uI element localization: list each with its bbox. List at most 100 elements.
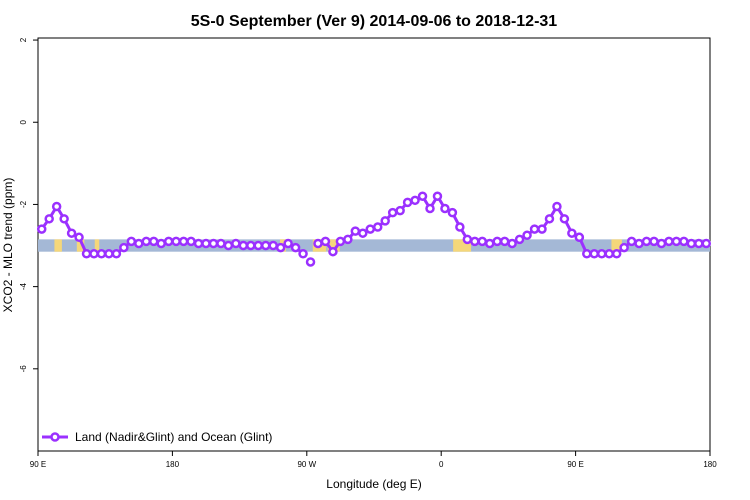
data-point: [425, 203, 435, 214]
land-band-segment: [611, 239, 622, 252]
x-tick-label: 180: [166, 460, 180, 469]
data-point: [343, 234, 353, 245]
data-point: [582, 248, 592, 259]
data-point: [604, 248, 614, 259]
data-point: [231, 238, 241, 249]
data-point: [74, 232, 84, 243]
y-axis: 2 0 -2 -4 -6: [19, 37, 38, 372]
land-band-segment: [327, 239, 340, 252]
data-point: [81, 248, 92, 259]
data-point: [679, 236, 689, 247]
data-point: [380, 216, 390, 226]
land-band-segment: [76, 239, 85, 252]
data-point: [126, 236, 137, 247]
data-point: [268, 240, 278, 251]
data-point: [567, 228, 577, 238]
data-point: [313, 238, 323, 249]
legend-marker: [50, 432, 60, 442]
data-point: [66, 228, 77, 238]
data-point: [365, 224, 376, 234]
data-point: [96, 248, 107, 259]
data-point: [664, 236, 674, 247]
data-point: [328, 246, 338, 257]
data-point: [694, 238, 704, 249]
data-point: [372, 222, 383, 232]
data-point: [574, 232, 585, 243]
data-point: [51, 201, 62, 212]
x-tick-label: 90 E: [30, 460, 46, 469]
data-point: [246, 240, 256, 251]
data-point: [410, 195, 420, 206]
data-point: [596, 248, 607, 259]
data-point: [156, 238, 166, 249]
data-point: [283, 238, 293, 249]
data-point: [298, 248, 308, 259]
data-point: [492, 236, 502, 247]
legend: Land (Nadir&Glint) and Ocean (Glint): [42, 430, 272, 444]
data-point: [253, 240, 264, 251]
data-point: [275, 242, 286, 253]
data-point: [671, 236, 682, 247]
data-point: [462, 234, 473, 245]
data-point: [119, 242, 129, 253]
data-point: [223, 240, 234, 251]
data-point: [432, 191, 443, 201]
data-point: [335, 236, 346, 247]
data-point: [484, 238, 495, 249]
x-tick-label: 90 W: [297, 460, 316, 469]
data-point: [619, 242, 629, 253]
data-point: [358, 228, 368, 238]
data-point: [141, 236, 152, 247]
data-point: [216, 238, 226, 249]
legend-label: Land (Nadir&Glint) and Ocean (Glint): [75, 430, 272, 444]
data-point: [36, 224, 47, 234]
data-point: [455, 222, 465, 232]
data-point: [522, 230, 532, 241]
data-point: [499, 236, 510, 247]
data-point: [417, 191, 428, 201]
data-point: [178, 236, 189, 247]
data-point: [395, 205, 405, 216]
data-point: [477, 236, 488, 247]
data-point: [470, 236, 480, 247]
data-point: [641, 236, 652, 247]
data-point: [626, 236, 637, 247]
data-point: [559, 214, 570, 224]
data-point: [44, 214, 54, 224]
data-point: [238, 240, 249, 251]
data-point: [611, 248, 622, 259]
data-point: [507, 238, 517, 249]
data-point: [193, 238, 204, 249]
series-line: [36, 191, 712, 267]
data-point: [656, 238, 667, 249]
data-point: [552, 201, 562, 212]
x-tick-label: 0: [439, 460, 444, 469]
x-axis: 90 E 180 90 W 0 90 E 180: [30, 451, 717, 469]
data-point: [544, 214, 555, 224]
data-point: [589, 248, 600, 259]
data-point: [305, 257, 316, 267]
data-point: [104, 248, 114, 259]
x-tick-label: 180: [703, 460, 717, 469]
data-point: [701, 238, 712, 249]
data-point: [186, 236, 196, 247]
x-axis-label: Longitude (deg E): [326, 477, 421, 491]
data-point: [529, 224, 540, 234]
data-point: [350, 226, 361, 236]
y-axis-label: XCO2 - MLO trend (ppm): [1, 178, 15, 313]
data-point: [171, 236, 181, 247]
y-tick-label: -2: [19, 200, 28, 208]
data-point: [514, 234, 525, 245]
y-tick-label: 2: [19, 37, 28, 42]
data-point: [208, 238, 219, 249]
data-point: [440, 203, 450, 214]
land-band-segment: [94, 239, 100, 252]
x-tick-label: 90 E: [567, 460, 583, 469]
data-point: [387, 207, 398, 218]
data-point: [290, 242, 301, 253]
chart-title: 5S-0 September (Ver 9) 2014-09-06 to 201…: [191, 13, 558, 30]
data-point: [134, 238, 144, 249]
data-point: [59, 214, 69, 224]
data-point: [163, 236, 174, 247]
